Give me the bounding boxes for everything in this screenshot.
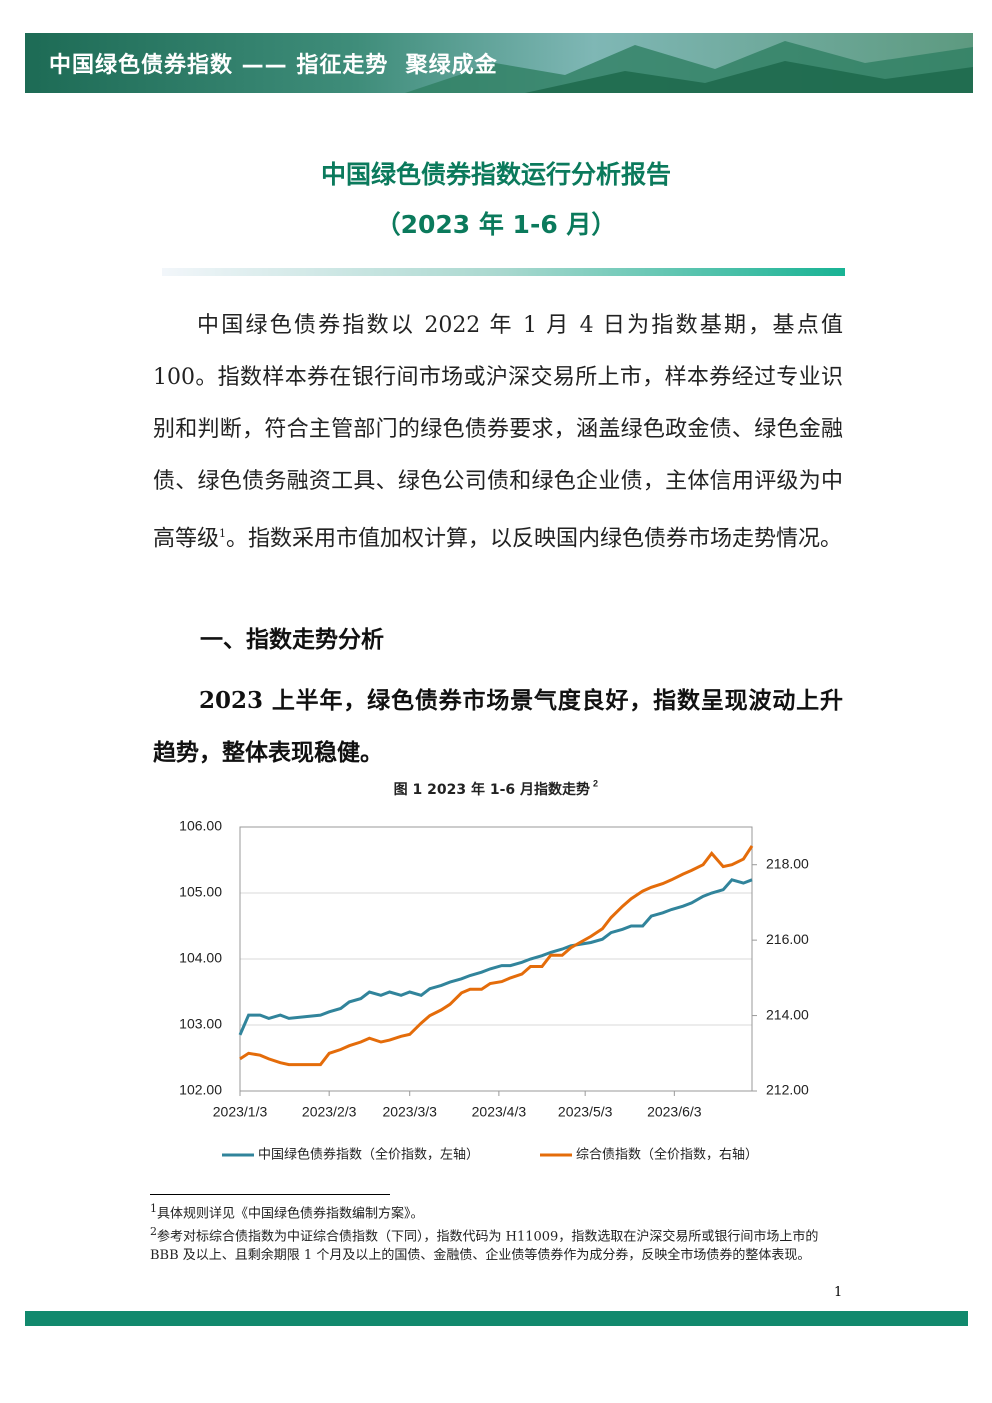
paragraph-text: 中国绿色债券指数以 2022 年 1 月 4 日为指数基期，基点值 100。指数… <box>153 313 843 552</box>
legend-label: 中国绿色债券指数（全价指数，左轴） <box>258 1147 479 1163</box>
legend-label: 综合债指数（全价指数，右轴） <box>576 1147 758 1163</box>
y-tick-label: 104.00 <box>179 950 222 966</box>
paragraph-text: 。指数采用市值加权计算，以反映国内绿色债券市场走势情况。 <box>226 526 843 552</box>
paragraph: 中国绿色债券指数以 2022 年 1 月 4 日为指数基期，基点值 100。指数… <box>153 300 843 565</box>
y2-tick-label: 214.00 <box>766 1006 809 1022</box>
x-tick-label: 2023/3/3 <box>382 1104 437 1120</box>
footnotes: 1具体规则详见《中国绿色债券指数编制方案》。 2参考对标综合债指数为中证综合债指… <box>150 1200 842 1265</box>
footnote-mark: 2 <box>150 1225 157 1239</box>
footnote-mark: 1 <box>150 1202 157 1215</box>
series-line <box>238 878 753 1036</box>
title-rule <box>162 268 845 276</box>
footnote-text: 参考对标综合债指数为中证综合债指数（下同），指数代码为 H11009，指数选取在… <box>150 1229 819 1263</box>
banner-text: 中国绿色债券指数 —— 指征走势 聚绿成金 <box>49 53 498 78</box>
y2-tick-label: 218.00 <box>766 855 809 871</box>
plot-frame <box>239 826 753 1092</box>
page-number: 1 <box>834 1285 843 1300</box>
chart: 图 1 2023 年 1-6 月指数走势 2 102.00 103.00 104.0… <box>179 778 809 1163</box>
y-tick-label: 103.00 <box>179 1016 222 1032</box>
x-tick-label: 2023/1/3 <box>213 1104 268 1120</box>
section-heading: 一、指数走势分析 <box>200 626 384 653</box>
doc-subtitle: （2023 年 1-6 月） <box>375 210 617 239</box>
footnote: 1具体规则详见《中国绿色债券指数编制方案》。 <box>150 1200 842 1223</box>
y2-tick-label: 216.00 <box>766 931 809 947</box>
y-tick-label: 102.00 <box>179 1082 222 1098</box>
footnote-ref: 1 <box>219 527 227 540</box>
footnote-text: 具体规则详见《中国绿色债券指数编制方案》。 <box>157 1206 424 1222</box>
footnote: 2参考对标综合债指数为中证综合债指数（下同），指数代码为 H11009，指数选取… <box>150 1223 842 1264</box>
footnote-rule <box>150 1194 390 1195</box>
x-tick-label: 2023/2/3 <box>302 1104 357 1120</box>
bold-paragraph: 2023 上半年，绿色债券市场景气度良好，指数呈现波动上升趋势，整体表现稳健。 <box>153 687 843 766</box>
doc-title: 中国绿色债券指数运行分析报告 <box>320 160 671 189</box>
bottom-bar <box>25 1311 968 1326</box>
banner: 中国绿色债券指数 —— 指征走势 聚绿成金 <box>25 33 973 93</box>
x-tick-label: 2023/5/3 <box>558 1104 613 1120</box>
banner-mountains <box>405 41 973 93</box>
series-line <box>239 845 754 1067</box>
y2-tick-label: 212.00 <box>766 1082 809 1098</box>
chart-title: 图 1 2023 年 1-6 月指数走势 <box>394 781 590 798</box>
x-tick-label: 2023/6/3 <box>647 1104 702 1120</box>
y-tick-label: 105.00 <box>179 884 222 900</box>
y-tick-label: 106.00 <box>179 818 222 834</box>
x-tick-label: 2023/4/3 <box>472 1104 527 1120</box>
chart-title-note: 2 <box>593 778 598 788</box>
